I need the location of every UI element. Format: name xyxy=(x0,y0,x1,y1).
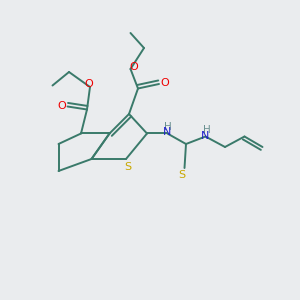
Text: N: N xyxy=(201,130,209,141)
Text: O: O xyxy=(160,78,169,88)
Text: S: S xyxy=(178,169,185,180)
Text: O: O xyxy=(129,61,138,72)
Text: S: S xyxy=(124,162,131,172)
Text: H: H xyxy=(203,125,211,135)
Text: N: N xyxy=(163,127,171,137)
Text: O: O xyxy=(58,100,67,111)
Text: O: O xyxy=(84,79,93,89)
Text: H: H xyxy=(164,122,172,132)
